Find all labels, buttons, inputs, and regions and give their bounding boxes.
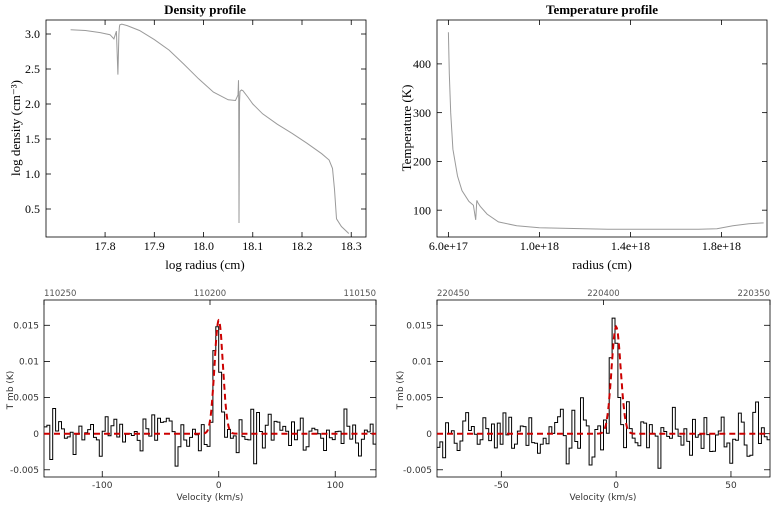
spectrum-2-ytick-label: 0 [426, 430, 432, 440]
density-xtick-label: 18.1 [242, 239, 263, 253]
temperature-xtick-label: 1.0e+18 [520, 239, 559, 253]
density-ytick-label: 2.5 [25, 62, 40, 76]
spectrum-2-ytick-label: 0.005 [406, 394, 432, 404]
spectrum-2-frame [436, 299, 771, 478]
density-xtick-label: 18.3 [341, 239, 362, 253]
temperature-title: Temperature profile [546, 2, 658, 17]
density-ylabel: log density (cm⁻³) [8, 80, 23, 176]
spectrum-2-freq-tick-label: 220450 [437, 289, 469, 299]
temperature-ytick-label: 400 [413, 57, 431, 71]
density-ytick-label: 1.5 [25, 132, 40, 146]
spectrum-1-ytick-label: 0.005 [13, 394, 39, 404]
spectrum-2-freq-tick-label: 220350 [738, 289, 770, 299]
spectrum-1-ytick-label: 0 [33, 430, 39, 440]
spectrum-1-freq-tick-label: 110200 [194, 289, 226, 299]
spectrum-2-model-line [437, 324, 770, 435]
spectrum-1-observed-line [44, 326, 376, 467]
density-xtick-label: 17.8 [95, 239, 116, 253]
density-xlabel: log radius (cm) [165, 257, 244, 272]
spectrum-1-xtick-label: 0 [216, 481, 222, 491]
spectrum-2-observed-line [437, 317, 770, 469]
density-ytick-label: 3.0 [25, 27, 40, 41]
temperature-xtick-label: 1.8e+18 [702, 239, 741, 253]
density-ytick-label: 0.5 [25, 202, 40, 216]
temperature-chart: Temperature profile 6.0e+17 1.0e+18 1.4e+1… [399, 2, 768, 272]
temperature-xtick-label: 1.4e+18 [611, 239, 650, 253]
density-chart: Density profile 17.8 17.9 18.0 18.1 18.2 18.3… [8, 2, 367, 272]
temperature-series-line [447, 32, 764, 230]
temperature-xtick-label: 6.0e+17 [429, 239, 468, 253]
spectrum-1-ytick-label: 0.015 [13, 321, 39, 331]
density-ytick-label: 1.0 [25, 167, 40, 181]
temperature-ytick-label: 100 [413, 203, 431, 217]
spectrum-2-xlabel: Velocity (km/s) [570, 493, 637, 503]
density-title: Density profile [164, 2, 246, 17]
spectrum-2-freq-tick-label: 220400 [587, 289, 619, 299]
temperature-ytick-label: 200 [413, 155, 431, 169]
spectrum-2-xtick-label: -50 [494, 481, 509, 491]
spectrum-1-xtick-label: 100 [327, 481, 344, 491]
density-xtick-label: 17.9 [144, 239, 165, 253]
density-xtick-label: 18.0 [193, 239, 214, 253]
spectrum-2-xtick-label: 50 [725, 481, 737, 491]
spectrum-1-chart: -100 0 100 -0.005 0 0.005 0.01 0.015 110250 11020… [6, 289, 377, 503]
spectrum-2-ytick-label: 0.01 [412, 358, 432, 368]
spectrum-1-ylabel: T mb (K) [6, 371, 16, 411]
temperature-ytick-label: 300 [413, 106, 431, 120]
temperature-ylabel: Temperature (K) [399, 85, 414, 172]
spectrum-1-freq-tick-label: 110150 [344, 289, 376, 299]
spectrum-2-xtick-label: 0 [613, 481, 619, 491]
spectrum-1-ytick-label: -0.005 [10, 466, 39, 476]
temperature-xlabel: radius (cm) [572, 257, 632, 272]
density-frame [45, 19, 367, 238]
density-series-line [70, 23, 350, 234]
spectrum-2-ytick-label: -0.005 [403, 466, 432, 476]
spectrum-1-xlabel: Velocity (km/s) [177, 493, 244, 503]
spectrum-1-freq-tick-label: 110250 [44, 289, 76, 299]
spectrum-1-ytick-label: 0.01 [19, 358, 39, 368]
spectrum-2-chart: -50 0 50 -0.005 0 0.005 0.01 0.015 220450 220400 2… [396, 289, 771, 503]
spectrum-2-ylabel: T mb (K) [396, 371, 406, 411]
temperature-frame [436, 19, 768, 238]
spectrum-1-xtick-label: -100 [92, 481, 113, 491]
density-ytick-label: 2.0 [25, 97, 40, 111]
spectrum-1-model-line [44, 318, 376, 435]
density-xtick-label: 18.2 [292, 239, 313, 253]
spectrum-2-ytick-label: 0.015 [406, 321, 432, 331]
